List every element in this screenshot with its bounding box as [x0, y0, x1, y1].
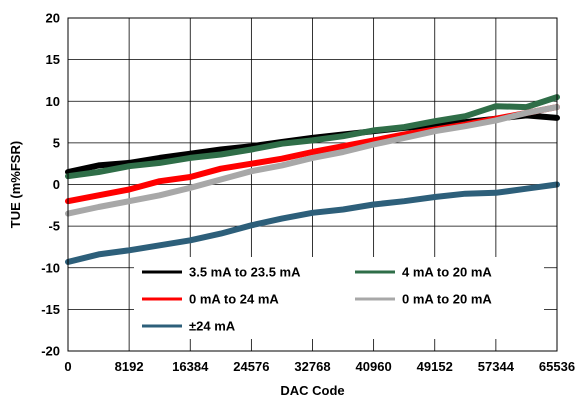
- x-tick-label: 57344: [478, 359, 515, 374]
- y-tick-label: -10: [41, 260, 60, 275]
- y-tick-label: 20: [46, 11, 60, 26]
- legend: 3.5 mA to 23.5 mA 4 mA to 20 mA 0 mA to 24…: [134, 257, 544, 339]
- y-tick-label: -20: [41, 344, 60, 359]
- y-tick-label: 10: [46, 94, 60, 109]
- plot-area-frame: [67, 17, 558, 352]
- legend-label: 4 mA to 20 mA: [402, 265, 492, 280]
- legend-label: 3.5 mA to 23.5 mA: [189, 265, 301, 280]
- legend-label: 0 mA to 24 mA: [189, 292, 279, 307]
- series-line-4: [65, 181, 560, 265]
- y-tick-label: -15: [41, 302, 60, 317]
- y-tick-label: 0: [53, 177, 60, 192]
- x-tick-label: 24576: [233, 359, 269, 374]
- series-line-3: [65, 104, 560, 217]
- x-tick-label: 65536: [539, 359, 575, 374]
- x-tick-labels: 0 8192 16384 24576 32768 40960 49152 57344 65536: [64, 359, 575, 374]
- y-tick-label: -5: [48, 219, 60, 234]
- x-axis-label: DAC Code: [280, 383, 344, 398]
- series-line-1: [65, 94, 560, 180]
- y-axis-label: TUE (m%FSR): [8, 141, 23, 228]
- legend-box: [134, 257, 544, 339]
- y-tick-label: 5: [53, 135, 60, 150]
- x-tick-label: 49152: [417, 359, 453, 374]
- series-lines: [65, 94, 560, 265]
- x-tick-label: 32768: [294, 359, 330, 374]
- x-tick-label: 16384: [172, 359, 209, 374]
- legend-label: 0 mA to 20 mA: [402, 292, 492, 307]
- x-tick-label: 40960: [356, 359, 392, 374]
- x-tick-label: 8192: [115, 359, 144, 374]
- y-tick-label: 15: [46, 52, 60, 67]
- legend-label: ±24 mA: [189, 319, 236, 334]
- x-tick-label: 0: [64, 359, 71, 374]
- y-tick-labels: -20 -15 -10 -5 0 5 10 15 20: [41, 11, 60, 359]
